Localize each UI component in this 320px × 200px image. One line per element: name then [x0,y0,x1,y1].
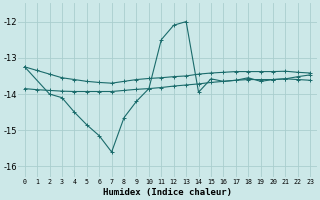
X-axis label: Humidex (Indice chaleur): Humidex (Indice chaleur) [103,188,232,197]
